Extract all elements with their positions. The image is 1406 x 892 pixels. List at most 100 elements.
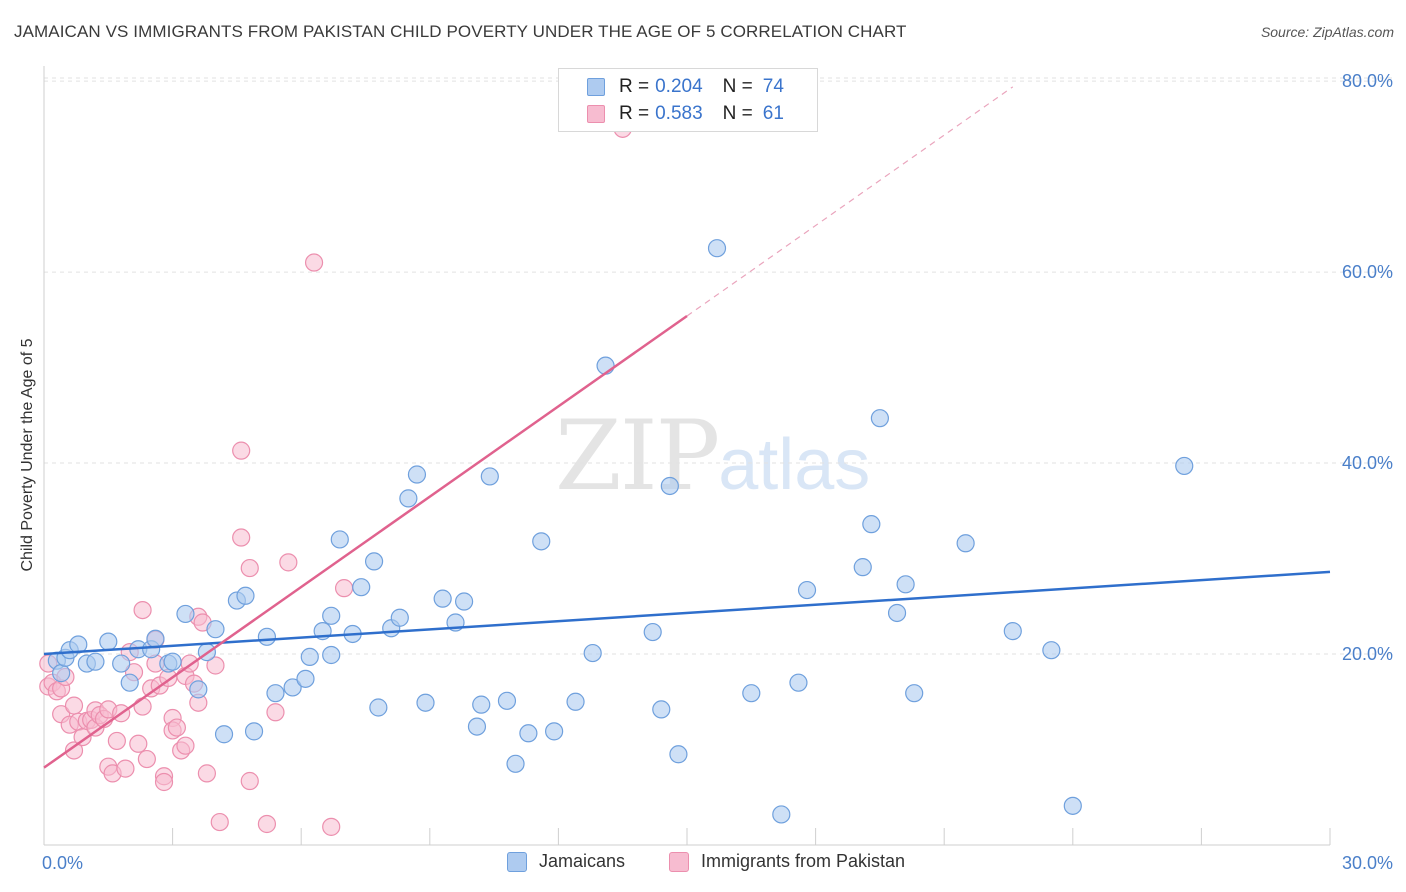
- data-point-pakistan: [279, 553, 298, 572]
- legend-n-value: 74: [762, 76, 784, 97]
- data-point-jamaicans: [322, 645, 341, 665]
- data-point-jamaicans: [896, 575, 915, 594]
- data-point-jamaicans: [86, 652, 105, 671]
- data-point-jamaicans: [407, 465, 427, 484]
- legend-swatch-blue: [507, 851, 527, 872]
- legend-n-value: 61: [762, 103, 784, 124]
- data-point-jamaicans: [300, 647, 319, 666]
- data-point-pakistan: [232, 441, 251, 460]
- legend-swatch-pink: [669, 851, 689, 872]
- data-point-jamaicans: [506, 754, 525, 773]
- data-point-jamaicans: [99, 632, 118, 651]
- legend-item-pakistan[interactable]: Immigrants from Pakistan: [669, 851, 905, 872]
- data-point-jamaicans: [905, 684, 924, 703]
- data-point-jamaicans: [652, 700, 671, 719]
- data-point-jamaicans: [296, 669, 315, 688]
- data-point-jamaicans: [772, 805, 791, 824]
- data-point-pakistan: [240, 558, 259, 578]
- data-point-jamaicans: [236, 586, 255, 605]
- data-point-jamaicans: [643, 622, 662, 642]
- legend-n-label: N =: [722, 103, 753, 124]
- data-point-pakistan: [232, 528, 251, 547]
- legend-row-pakistan: R = 0.583 N = 61: [559, 101, 784, 127]
- data-point-jamaicans: [660, 476, 679, 496]
- data-point-jamaicans: [519, 724, 538, 743]
- data-point-pakistan: [197, 764, 216, 783]
- data-point-jamaicans: [472, 695, 491, 714]
- axes: [43, 66, 1331, 846]
- data-point-jamaicans: [390, 608, 409, 627]
- data-point-jamaicans: [545, 722, 564, 741]
- legend-r-value: 0.204: [655, 76, 703, 97]
- data-point-jamaicans: [433, 589, 452, 608]
- data-point-pakistan: [64, 696, 84, 715]
- data-point-jamaicans: [862, 515, 881, 534]
- data-point-jamaicans: [797, 580, 817, 600]
- legend-label-jamaicans: Jamaicans: [539, 851, 626, 871]
- legend-label-pakistan: Immigrants from Pakistan: [701, 851, 906, 871]
- trend-extension-pakistan: [686, 86, 1014, 317]
- data-point-pakistan: [322, 817, 341, 836]
- data-point-jamaicans: [956, 534, 975, 553]
- data-point-jamaicans: [352, 578, 371, 597]
- data-point-jamaicans: [497, 691, 517, 710]
- x-tick-label: 30.0%: [1342, 853, 1393, 873]
- watermark-atlas: atlas: [718, 425, 871, 505]
- data-point-pakistan: [240, 771, 259, 791]
- data-point-pakistan: [304, 253, 324, 272]
- legend-item-jamaicans[interactable]: Jamaicans: [507, 851, 625, 872]
- data-point-jamaicans: [163, 652, 182, 671]
- legend-swatch-blue: [587, 78, 605, 96]
- data-point-jamaicans: [742, 684, 761, 703]
- data-point-jamaicans: [1063, 796, 1082, 815]
- data-point-jamaicans: [566, 692, 585, 711]
- data-point-pakistan: [133, 697, 152, 716]
- data-point-jamaicans: [870, 409, 890, 428]
- data-point-jamaicans: [669, 745, 688, 764]
- data-point-jamaicans: [532, 532, 551, 551]
- legend-r-label: R =: [619, 103, 650, 124]
- data-point-jamaicans: [189, 680, 208, 699]
- source-credit: Source: ZipAtlas.com: [1260, 24, 1394, 40]
- data-point-jamaicans: [596, 356, 615, 375]
- data-point-jamaicans: [112, 654, 131, 673]
- data-point-pakistan: [64, 741, 84, 760]
- data-point-jamaicans: [52, 664, 71, 683]
- data-point-jamaicans: [206, 620, 225, 639]
- data-point-jamaicans: [789, 673, 808, 692]
- data-point-pakistan: [206, 656, 225, 675]
- data-point-pakistan: [107, 731, 126, 751]
- trend-lines: [43, 86, 1331, 769]
- y-tick-label: 80.0%: [1342, 71, 1393, 91]
- data-point-pakistan: [116, 759, 135, 778]
- data-point-jamaicans: [257, 627, 277, 646]
- data-point-pakistan: [334, 579, 354, 598]
- data-point-jamaicans: [480, 467, 499, 486]
- data-point-jamaicans: [244, 722, 264, 741]
- data-point-pakistan: [137, 749, 156, 769]
- series-jamaicans-points: [47, 239, 1194, 824]
- trend-line-pakistan: [43, 314, 688, 769]
- data-point-pakistan: [133, 600, 152, 620]
- correlation-legend: R = 0.204 N = 74 R = 0.583 N = 61: [558, 68, 818, 132]
- data-point-jamaicans: [120, 673, 139, 692]
- legend-row-jamaicans: R = 0.204 N = 74: [559, 74, 784, 100]
- data-point-jamaicans: [1003, 622, 1022, 641]
- watermark-zip: ZIP: [555, 400, 720, 512]
- data-point-jamaicans: [583, 643, 602, 663]
- data-point-jamaicans: [146, 629, 165, 648]
- data-point-pakistan: [210, 812, 229, 832]
- legend-r-value: 0.583: [655, 103, 703, 124]
- data-point-jamaicans: [283, 678, 302, 697]
- data-point-pakistan: [154, 772, 174, 792]
- trend-line-jamaicans: [43, 570, 1331, 656]
- data-point-pakistan: [167, 718, 186, 737]
- y-tick-label: 60.0%: [1342, 262, 1393, 282]
- data-point-jamaicans: [853, 558, 872, 577]
- data-point-jamaicans: [176, 604, 195, 624]
- y-tick-label: 20.0%: [1342, 644, 1393, 664]
- data-point-pakistan: [176, 736, 195, 755]
- data-point-jamaicans: [399, 489, 418, 508]
- data-point-pakistan: [266, 703, 285, 722]
- data-point-jamaicans: [266, 684, 285, 703]
